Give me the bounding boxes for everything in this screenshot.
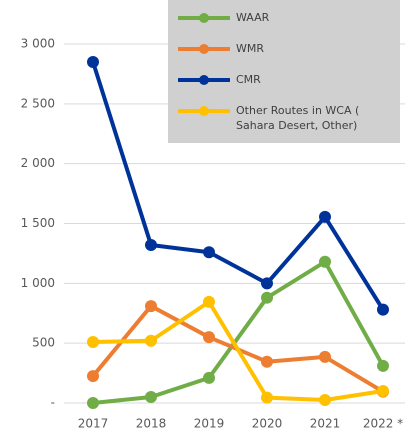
legend-item: WMR <box>236 42 265 55</box>
y-tick-label: 1 500 <box>21 216 55 230</box>
legend-label: CMR <box>236 73 261 86</box>
x-tick-label: 2022 * <box>363 417 403 431</box>
y-tick-label: - <box>51 396 55 410</box>
point <box>145 334 157 347</box>
point <box>261 291 273 304</box>
legend-marker <box>199 106 209 116</box>
point <box>145 239 157 252</box>
legend-label: WAAR <box>236 11 270 24</box>
point <box>319 255 331 268</box>
y-tick-label: 3 000 <box>21 37 55 51</box>
legend-item: WAAR <box>236 11 270 24</box>
point <box>377 359 389 372</box>
legend-item: Other Routes in WCA ( Sahara Desert, Oth… <box>236 104 360 132</box>
y-tick-label: 500 <box>32 336 55 350</box>
legend-label: Other Routes in WCA ( Sahara Desert, Oth… <box>236 104 360 132</box>
point <box>203 295 215 308</box>
legend-marker <box>199 75 209 85</box>
point <box>87 370 99 383</box>
legend-marker <box>199 13 209 23</box>
y-tick-label: 2 000 <box>21 156 55 170</box>
x-tick-label: 2017 <box>78 417 109 431</box>
y-tick-label: 1 000 <box>21 276 55 290</box>
point <box>261 355 273 368</box>
x-tick-label: 2021 <box>310 417 341 431</box>
point <box>261 391 273 404</box>
point <box>203 371 215 384</box>
point <box>145 300 157 313</box>
point <box>261 277 273 290</box>
point <box>319 350 331 363</box>
legend-box <box>168 0 400 143</box>
series-line <box>91 61 385 311</box>
series-line <box>92 299 384 403</box>
legend-item: CMR <box>236 73 261 86</box>
point <box>319 210 331 223</box>
x-tick-label: 2018 <box>136 417 167 431</box>
point <box>377 385 389 398</box>
legend-marker <box>199 44 209 54</box>
point <box>145 391 157 404</box>
point <box>319 394 331 407</box>
point <box>203 331 215 344</box>
point <box>377 303 389 316</box>
point <box>87 397 99 409</box>
x-tick-label: 2020 <box>252 417 283 431</box>
series-line <box>92 259 385 405</box>
x-tick-label: 2019 <box>194 417 225 431</box>
point <box>87 335 99 348</box>
legend-label: WMR <box>236 42 265 55</box>
point <box>203 246 215 259</box>
point <box>87 55 99 68</box>
y-tick-label: 2 500 <box>21 96 55 110</box>
